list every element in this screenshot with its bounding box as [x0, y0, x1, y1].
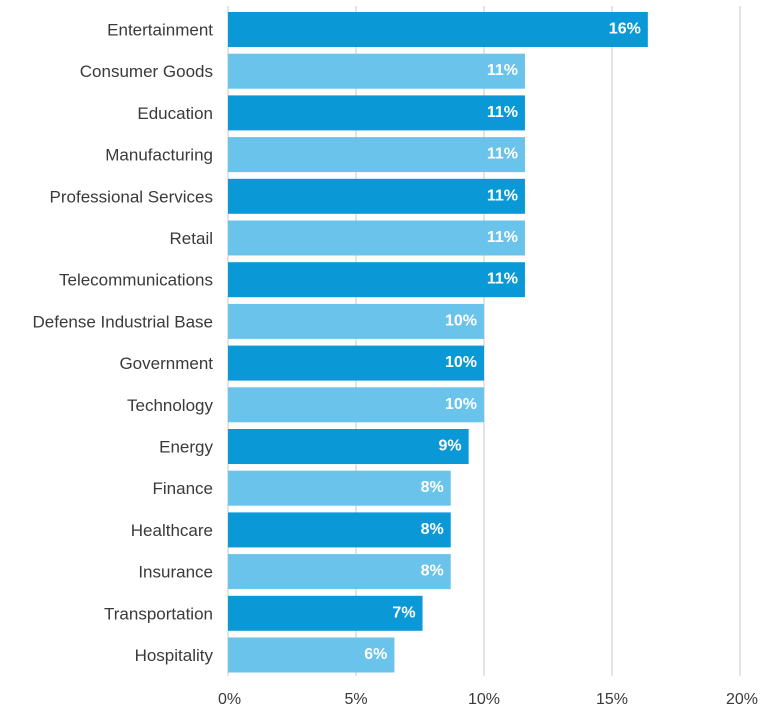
category-label: Insurance: [138, 563, 213, 582]
bar-manufacturing: [228, 137, 525, 173]
category-label: Consumer Goods: [80, 62, 213, 81]
bars: 16% 11% 11% 11% 11% 11% 11% 10% 10% 10% 9% 8% 8% 8% 7%…: [228, 12, 648, 673]
bar-healthcare: [228, 512, 451, 548]
category-label: Professional Services: [50, 187, 213, 206]
category-labels: Entertainment Consumer Goods Education Manu…: [33, 21, 214, 666]
bar-technology: [228, 387, 484, 423]
x-axis-ticks: 0% 5% 10% 15% 20%: [218, 691, 758, 707]
category-label: Finance: [153, 479, 213, 498]
data-label: 8%: [421, 479, 444, 496]
x-tick-label: 0%: [218, 691, 241, 707]
data-label: 7%: [392, 604, 415, 621]
data-label: 11%: [487, 62, 518, 79]
category-label: Telecommunications: [59, 271, 213, 290]
bar-consumer-goods: [228, 53, 525, 89]
x-tick-label: 5%: [344, 691, 367, 707]
bar-professional-services: [228, 178, 525, 214]
category-label: Manufacturing: [105, 146, 213, 165]
category-label: Healthcare: [131, 521, 213, 540]
data-label: 10%: [445, 354, 477, 371]
data-label: 10%: [445, 396, 477, 413]
category-label: Retail: [170, 229, 213, 248]
x-tick-label: 10%: [468, 691, 500, 707]
bar-transportation: [228, 595, 423, 631]
category-label: Education: [137, 104, 213, 123]
x-tick-label: 20%: [726, 691, 758, 707]
bar-government: [228, 345, 484, 381]
data-label: 8%: [421, 521, 444, 538]
bar-entertainment: [228, 12, 648, 47]
data-label: 9%: [439, 438, 462, 455]
data-label: 11%: [487, 187, 518, 204]
data-label: 11%: [487, 271, 518, 288]
bar-telecommunications: [228, 262, 525, 298]
category-label: Entertainment: [107, 21, 213, 40]
data-label: 11%: [487, 104, 518, 121]
bar-finance: [228, 470, 451, 506]
category-label: Hospitality: [135, 646, 214, 665]
bar-energy: [228, 429, 469, 464]
category-label: Transportation: [104, 604, 213, 623]
data-label: 10%: [445, 312, 477, 329]
bar-retail: [228, 220, 525, 256]
bar-hospitality: [228, 637, 395, 673]
bar-education: [228, 95, 525, 131]
category-label: Government: [119, 354, 213, 373]
data-label: 11%: [487, 229, 518, 246]
x-tick-label: 15%: [596, 691, 628, 707]
bar-defense-industrial-base: [228, 303, 484, 339]
data-label: 11%: [487, 146, 518, 163]
data-label: 6%: [364, 646, 387, 663]
category-label: Energy: [159, 438, 213, 457]
data-label: 8%: [421, 563, 444, 580]
category-label: Defense Industrial Base: [33, 312, 214, 331]
data-label: 16%: [609, 21, 641, 38]
bar-insurance: [228, 554, 451, 590]
category-label: Technology: [127, 396, 214, 415]
